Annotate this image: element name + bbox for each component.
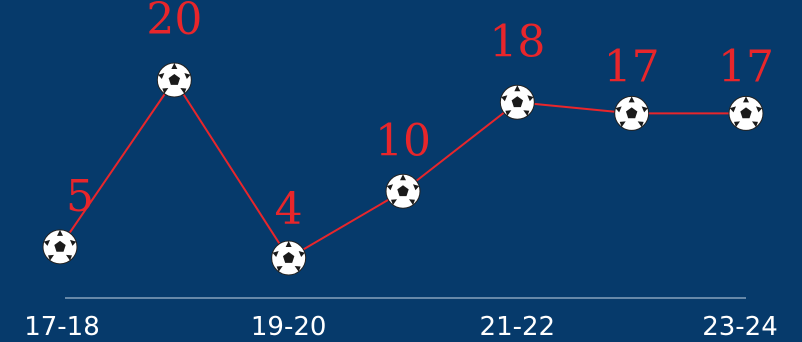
x-tick-label: 17-18 [24, 312, 100, 342]
x-tick-label: 23-24 [702, 312, 778, 342]
data-points [42, 62, 764, 276]
line-segment [402, 101, 518, 193]
data-label: 10 [375, 115, 431, 166]
line-segment [517, 101, 632, 115]
soccer-ball-icon [728, 95, 764, 131]
data-label: 20 [146, 0, 202, 45]
soccer-ball-icon [499, 84, 535, 120]
line-segment [173, 79, 290, 259]
line-segment [59, 79, 176, 248]
data-label: 5 [66, 171, 94, 222]
x-tick-label: 21-22 [480, 312, 556, 342]
soccer-ball-icon [385, 173, 421, 209]
x-tick-label: 19-20 [251, 312, 327, 342]
soccer-ball-icon [42, 229, 78, 265]
data-label: 18 [489, 16, 545, 67]
soccer-ball-icon [614, 95, 650, 131]
data-label: 17 [604, 41, 660, 92]
soccer-ball-icon [156, 62, 192, 98]
x-tick-labels: 17-18 19-20 21-22 23-24 [24, 312, 778, 342]
series-line [59, 79, 746, 259]
data-label: 4 [275, 184, 303, 235]
line-segment [288, 190, 404, 259]
data-labels: 5 20 4 10 18 17 17 [66, 0, 774, 235]
data-label: 17 [718, 41, 774, 92]
soccer-ball-icon [271, 240, 307, 276]
